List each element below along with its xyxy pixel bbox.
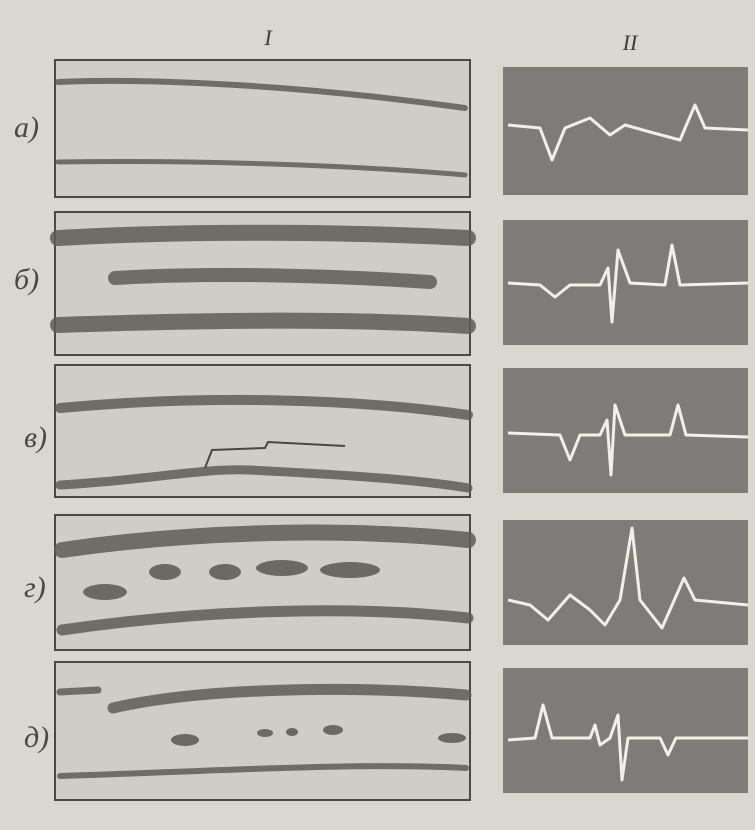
trace-panel: [503, 67, 748, 195]
row-label: г): [24, 571, 46, 604]
row-label: в): [24, 421, 47, 454]
column-header: I: [263, 25, 273, 50]
trace-panel: [503, 368, 748, 493]
photo-panel: [55, 662, 470, 800]
photo-panel: [55, 515, 470, 650]
trace-panel: [503, 668, 748, 793]
trace-panel: [503, 220, 748, 345]
page: {"columns": ["I", "II"], "rows": ["а)", …: [0, 0, 755, 830]
figure: I II а) б) в) г) д): [0, 0, 755, 830]
trace-panel: [503, 520, 748, 645]
photo-panel: [55, 212, 470, 355]
row-label: а): [14, 111, 39, 144]
row-label: б): [14, 263, 39, 296]
row-label: д): [24, 721, 49, 754]
column-header: II: [622, 30, 639, 55]
photo-panel: [55, 60, 470, 197]
photo-panel: [55, 365, 470, 497]
